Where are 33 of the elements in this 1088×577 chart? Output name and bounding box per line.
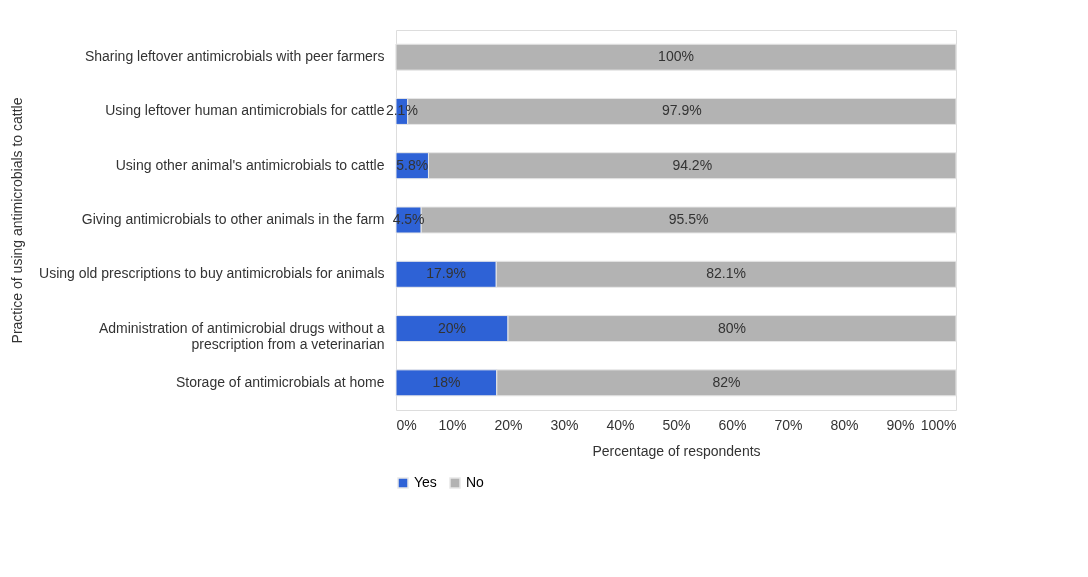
- x-tick-label: 50%: [662, 416, 691, 433]
- x-tick-label: 0%: [396, 416, 417, 433]
- data-label: 82%: [712, 373, 741, 390]
- data-label: 80%: [717, 319, 747, 336]
- x-tick-label: 40%: [606, 416, 635, 433]
- y-tick-label: Storage of antimicrobials at home: [175, 373, 385, 390]
- x-tick-label: 10%: [438, 416, 467, 433]
- data-label: 94.2%: [672, 156, 713, 173]
- legend-label: No: [466, 474, 485, 490]
- data-label: 97.9%: [662, 102, 702, 119]
- x-tick-label: 20%: [494, 416, 523, 433]
- data-label: 100%: [658, 48, 694, 65]
- y-tick-label: Giving antimicrobials to other animals in the farm: [81, 211, 385, 227]
- legend-label: Yes: [414, 474, 437, 490]
- y-axis-title: Practice of using antimicrobials to cattle: [8, 97, 25, 344]
- x-tick-label: 100%: [920, 416, 957, 433]
- x-tick-label: 70%: [774, 416, 803, 433]
- data-label: 20%: [437, 319, 467, 336]
- data-label: 18%: [432, 373, 461, 390]
- x-tick-label: 60%: [718, 416, 747, 433]
- x-axis-title: Percentage of respondents: [592, 442, 761, 459]
- y-tick-label: Administration of antimicrobial drugs without a prescription from a veterinarian: [98, 319, 385, 352]
- y-tick-label: Using leftover human antimicrobials for cattle: [105, 102, 385, 119]
- data-label: 17.9%: [426, 265, 466, 282]
- y-tick-label: Using other animal's antimicrobials to cattle: [115, 156, 385, 173]
- data-label: 95.5%: [668, 211, 709, 227]
- data-label: 5.8%: [396, 156, 429, 173]
- y-tick-label: Sharing leftover antimicrobials with peer farmers: [84, 48, 385, 65]
- x-tick-label: 90%: [886, 416, 915, 433]
- x-tick-label: 30%: [550, 416, 579, 433]
- y-tick-label: Using old prescriptions to buy antimicrobials for animals: [39, 265, 385, 282]
- data-label: 82.1%: [706, 265, 746, 282]
- x-tick-label: 80%: [830, 416, 859, 433]
